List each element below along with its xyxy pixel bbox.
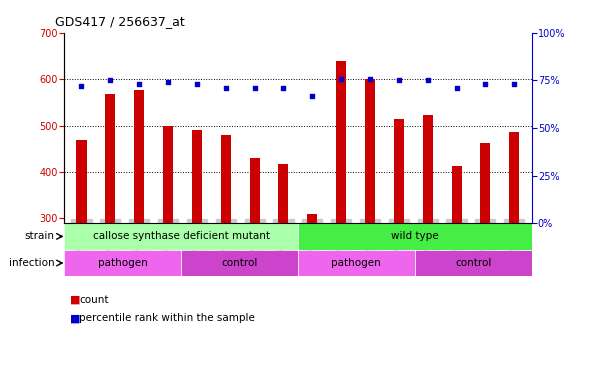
Text: count: count: [79, 295, 109, 305]
Bar: [279, 164, 288, 223]
Bar: [298, 250, 415, 276]
Point: [480, 81, 490, 87]
Bar: [480, 143, 491, 223]
Text: ■: ■: [70, 295, 81, 305]
Point: [394, 78, 404, 83]
Point: [365, 76, 375, 82]
Bar: [163, 126, 173, 223]
Point: [307, 93, 317, 98]
Point: [423, 78, 433, 83]
Bar: [192, 130, 202, 223]
Text: control: control: [221, 258, 258, 268]
Text: control: control: [455, 258, 491, 268]
Bar: [134, 90, 144, 223]
Point: [452, 85, 461, 91]
Point: [336, 76, 346, 82]
Bar: [76, 139, 87, 223]
Text: wild type: wild type: [391, 231, 439, 242]
Bar: [221, 135, 231, 223]
Text: pathogen: pathogen: [331, 258, 381, 268]
Point: [510, 81, 519, 87]
Point: [279, 85, 288, 91]
Bar: [249, 158, 260, 223]
Text: percentile rank within the sample: percentile rank within the sample: [79, 313, 255, 324]
Bar: [64, 223, 298, 250]
Text: GDS417 / 256637_at: GDS417 / 256637_at: [55, 15, 185, 28]
Text: ■: ■: [70, 313, 81, 324]
Bar: [365, 79, 375, 223]
Point: [192, 81, 202, 87]
Point: [134, 81, 144, 87]
Point: [250, 85, 260, 91]
Bar: [181, 250, 298, 276]
Bar: [452, 166, 461, 223]
Text: strain: strain: [25, 231, 55, 242]
Text: pathogen: pathogen: [98, 258, 147, 268]
Text: callose synthase deficient mutant: callose synthase deficient mutant: [92, 231, 269, 242]
Bar: [336, 61, 346, 223]
Bar: [307, 214, 317, 223]
Bar: [105, 94, 115, 223]
Point: [76, 83, 86, 89]
Bar: [64, 250, 181, 276]
Bar: [298, 223, 532, 250]
Bar: [423, 116, 433, 223]
Point: [106, 78, 115, 83]
Bar: [415, 250, 532, 276]
Point: [221, 85, 230, 91]
Text: infection: infection: [9, 258, 55, 268]
Point: [163, 79, 173, 85]
Bar: [509, 132, 519, 223]
Bar: [394, 119, 404, 223]
